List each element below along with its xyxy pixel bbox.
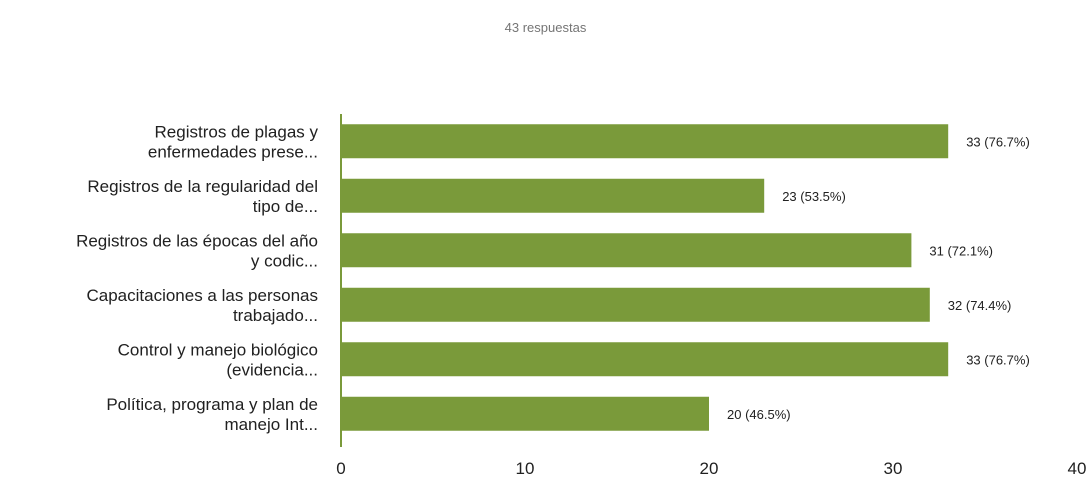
x-tick-labels-layer: 0 10 20 30 40 xyxy=(336,459,1086,478)
x-tick-label-0: 0 xyxy=(336,459,345,478)
x-tick-label-20: 20 xyxy=(700,459,719,478)
data-label-4: 32 (74.4%) xyxy=(948,298,1012,313)
category-label-3-line-2: y codic... xyxy=(251,251,318,270)
category-label-1-line-1: Registros de plagas y xyxy=(155,122,319,141)
data-label-1: 33 (76.7%) xyxy=(966,134,1030,149)
bar-5 xyxy=(341,342,949,377)
bar-6 xyxy=(341,396,709,431)
x-tick-label-10: 10 xyxy=(516,459,535,478)
category-label-1-line-2: enfermedades prese... xyxy=(148,142,318,161)
x-tick-label-30: 30 xyxy=(884,459,903,478)
data-labels-layer: 33 (76.7%) 23 (53.5%) 31 (72.1%) 32 (74.4%)… xyxy=(727,134,1030,422)
data-label-3: 31 (72.1%) xyxy=(929,243,993,258)
category-label-6-line-2: manejo Int... xyxy=(224,415,318,434)
data-label-6: 20 (46.5%) xyxy=(727,407,791,422)
data-label-5: 33 (76.7%) xyxy=(966,352,1030,367)
category-label-4-line-1: Capacitaciones a las personas xyxy=(86,286,318,305)
category-label-3-line-1: Registros de las épocas del año xyxy=(76,231,318,250)
x-tick-label-40: 40 xyxy=(1068,459,1087,478)
bars-layer xyxy=(341,124,949,431)
bar-3 xyxy=(341,233,912,268)
category-label-5-line-1: Control y manejo biológico xyxy=(118,340,318,359)
bar-4 xyxy=(341,287,930,322)
category-label-5-line-2: (evidencia... xyxy=(226,360,318,379)
category-label-2-line-2: tipo de... xyxy=(253,197,318,216)
category-label-6-line-1: Política, programa y plan de xyxy=(106,395,318,414)
category-label-2-line-1: Registros de la regularidad del xyxy=(87,177,318,196)
responses-count: 43 respuestas xyxy=(504,20,587,35)
bar-2 xyxy=(341,178,765,213)
data-label-2: 23 (53.5%) xyxy=(782,189,846,204)
category-label-4-line-2: trabajado... xyxy=(233,306,318,325)
bar-1 xyxy=(341,124,949,159)
